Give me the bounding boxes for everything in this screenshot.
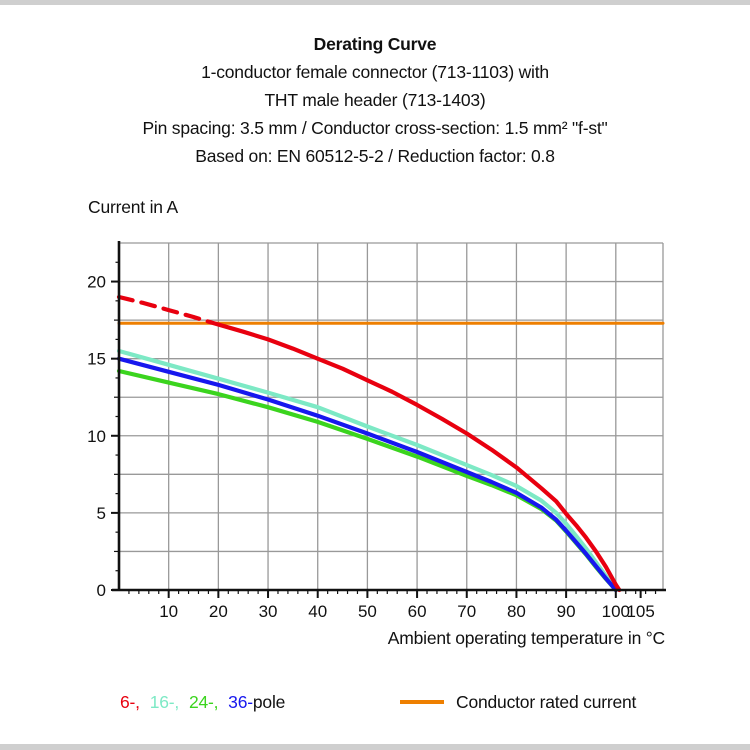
- window-edge-bottom: [0, 744, 750, 750]
- x-tick-label: 90: [557, 602, 576, 621]
- y-tick-label: 5: [97, 504, 106, 523]
- chart-subtitle-3: Pin spacing: 3.5 mm / Conductor cross-se…: [142, 118, 608, 138]
- x-tick-label: 40: [308, 602, 327, 621]
- chart-subtitle-1: 1-conductor female connector (713-1103) …: [201, 62, 549, 82]
- curve-6-pole-dashed: [116, 294, 213, 325]
- legend-item-16-pole: 16-,: [149, 692, 180, 712]
- curve-36-pole: [116, 356, 618, 593]
- x-tick-label: 30: [259, 602, 278, 621]
- x-tick-label: 100: [602, 602, 630, 621]
- legend-pole-counts: 6-, 16-, 24-, 36-pole: [120, 692, 285, 713]
- chart-header: Derating Curve 1-conductor female connec…: [0, 30, 750, 170]
- x-tick-label: 20: [209, 602, 228, 621]
- y-tick-label: 10: [87, 427, 106, 446]
- rated-current-line-swatch: [400, 699, 444, 704]
- legend-item-36-pole: 36-: [228, 692, 253, 712]
- y-tick-label: 15: [87, 350, 106, 369]
- chart-subtitle-4: Based on: EN 60512-5-2 / Reduction facto…: [195, 146, 555, 166]
- legend-rated-current: Conductor rated current: [400, 692, 636, 713]
- legend: 6-, 16-, 24-, 36-pole Conductor rated cu…: [0, 692, 750, 718]
- y-axis-label: Current in A: [88, 197, 179, 217]
- chart-title: Derating Curve: [313, 34, 437, 54]
- legend-item-24-pole: 24-,: [188, 692, 219, 712]
- x-tick-label: 105: [626, 602, 654, 621]
- x-tick-label: 70: [457, 602, 476, 621]
- window-edge-top: [0, 0, 750, 5]
- legend-pole-suffix: pole: [252, 692, 286, 712]
- legend-item-6-pole: 6-,: [120, 692, 140, 712]
- curve-16-pole: [116, 348, 618, 593]
- x-tick-label: 60: [408, 602, 427, 621]
- y-tick-label: 20: [87, 273, 106, 292]
- curve-6-pole: [208, 320, 622, 593]
- rated-current-label: Conductor rated current: [456, 692, 637, 712]
- chart-subtitle-2: THT male header (713-1403): [264, 90, 486, 110]
- y-tick-label: 0: [97, 581, 106, 600]
- x-axis-label: Ambient operating temperature in °C: [387, 628, 665, 648]
- x-tick-label: 10: [159, 602, 178, 621]
- x-tick-label: 80: [507, 602, 526, 621]
- x-tick-label: 50: [358, 602, 377, 621]
